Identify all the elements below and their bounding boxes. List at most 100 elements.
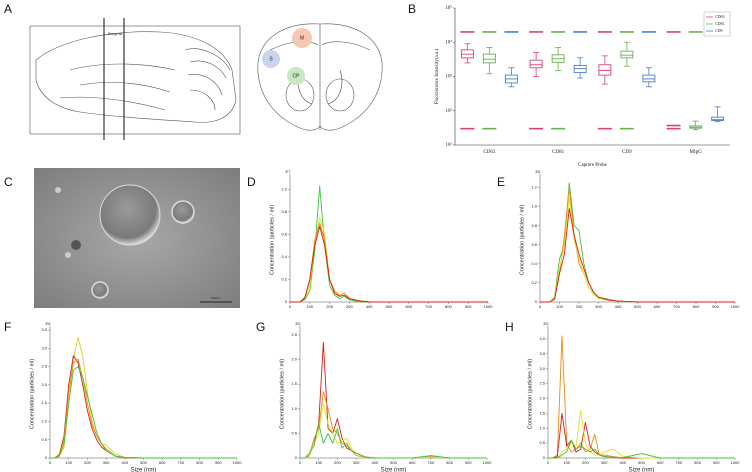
x-tick-label: 900 — [712, 304, 719, 309]
x-tick-label: 800 — [196, 460, 203, 465]
x-tick-label: 100 — [556, 304, 563, 309]
x-tick-label: 700 — [178, 460, 185, 465]
scale-bar-label: 500nm — [211, 296, 221, 300]
x-tick-label: 800 — [446, 460, 453, 465]
series-line — [290, 226, 488, 303]
x-tick-label: CD9 — [622, 150, 632, 155]
panel-label: F — [4, 320, 11, 334]
x-tick-label: 100 — [65, 460, 72, 465]
x-tick-label: 1000 — [731, 460, 741, 465]
region-label: CP — [293, 73, 301, 79]
exponent-label: E6 — [536, 169, 542, 174]
y-tick-label: 2.0 — [41, 382, 47, 387]
region-label: S — [269, 56, 273, 62]
exponent-label: E5 — [296, 321, 302, 326]
series-line — [300, 403, 487, 459]
box — [598, 64, 612, 76]
legend-label: CD81 — [715, 21, 725, 26]
series-line — [300, 423, 487, 459]
x-tick-label: 400 — [615, 304, 622, 309]
y-tick-label: 2.0 — [291, 357, 297, 362]
x-tick-label: 500 — [140, 460, 147, 465]
x-tick-label: 300 — [353, 460, 360, 465]
x-tick-label: 400 — [619, 460, 626, 465]
series-line — [548, 439, 735, 459]
x-tick-label: 900 — [465, 304, 472, 309]
x-tick-label: 300 — [103, 460, 110, 465]
x-tick-label: 1000 — [484, 304, 494, 309]
x-tick-label: 0 — [539, 304, 542, 309]
x-tick-label: 200 — [576, 304, 583, 309]
x-tick-label: 0 — [547, 460, 550, 465]
y-tick-label: 0.4 — [531, 261, 537, 266]
x-tick-label: 400 — [121, 460, 128, 465]
y-tick-label: 0.4 — [281, 254, 287, 259]
y-tick-label: 0.5 — [539, 440, 545, 445]
x-tick-label: 1000 — [233, 460, 243, 465]
y-axis-label: Concentration (particles / ml) — [527, 359, 533, 429]
series-line — [290, 217, 488, 303]
x-tick-label: 0 — [289, 304, 292, 309]
sagittal-diagram: Bregma — [29, 18, 241, 140]
x-tick-label: 0 — [299, 460, 302, 465]
y-tick-label: 1.5 — [539, 410, 545, 415]
y-tick-label: 2.5 — [539, 381, 545, 386]
y-tick-label: 0.5 — [41, 437, 47, 442]
y-tick-label: 1.2 — [531, 185, 537, 190]
y-tick-label: 2.5 — [291, 332, 297, 337]
y-tick-label: 3.5 — [41, 327, 47, 332]
y-tick-label: 3.0 — [539, 366, 545, 371]
series-line — [290, 222, 488, 303]
y-tick-label: 10² — [446, 108, 453, 114]
x-tick-label: 700 — [673, 304, 680, 309]
y-tick-label: 3.5 — [539, 351, 545, 356]
y-tick-label: 10³ — [446, 74, 453, 80]
y-axis-label: Concentration (particles / ml) — [279, 359, 285, 429]
coronal-diagram: M S CP — [257, 23, 383, 131]
x-axis-label: Size (nm) — [131, 468, 157, 472]
series-line — [548, 412, 735, 459]
x-tick-label: 600 — [405, 304, 412, 309]
series-line — [50, 336, 237, 459]
x-tick-label: 600 — [159, 460, 166, 465]
box — [711, 116, 725, 121]
y-tick-label: 10⁵ — [445, 5, 452, 11]
y-tick-label: 0.2 — [281, 277, 287, 282]
y-tick-label: 0 — [295, 455, 298, 460]
x-tick-label: 300 — [601, 460, 608, 465]
x-tick-label: 500 — [634, 304, 641, 309]
x-tick-label: 500 — [638, 460, 645, 465]
y-axis-label: Fluorescence Intensity(a.u.) — [435, 48, 440, 104]
exponent-label: E7 — [286, 169, 292, 174]
series-line — [50, 366, 237, 459]
x-tick-label: 0 — [49, 460, 52, 465]
series-line — [300, 341, 487, 459]
panel-label: B — [408, 2, 416, 16]
y-tick-label: 1.0 — [531, 204, 537, 209]
y-axis-label: Concentration (particles / ml) — [29, 359, 35, 429]
x-tick-label: 900 — [713, 460, 720, 465]
x-tick-label: 900 — [215, 460, 222, 465]
series-line — [290, 185, 488, 303]
series-line — [540, 196, 735, 303]
x-tick-label: 500 — [390, 460, 397, 465]
x-tick-label: 700 — [425, 304, 432, 309]
box — [642, 74, 656, 83]
x-tick-label: 700 — [676, 460, 683, 465]
x-axis-label: Capture Probe — [578, 163, 608, 168]
legend-label: CD9 — [715, 28, 723, 33]
box — [529, 59, 543, 69]
y-tick-label: 1.5 — [41, 400, 47, 405]
series-line — [50, 355, 237, 459]
y-tick-label: 10¹ — [446, 142, 453, 148]
bregma-label: Bregma — [108, 31, 123, 36]
panel-label: C — [4, 175, 13, 189]
y-tick-label: 0.5 — [291, 430, 297, 435]
x-tick-label: 100 — [563, 460, 570, 465]
y-tick-label: 4.0 — [539, 336, 545, 341]
y-tick-label: 3.0 — [41, 345, 47, 350]
y-tick-label: 1.0 — [281, 186, 287, 191]
panel-label: G — [256, 320, 265, 334]
series-line — [540, 208, 735, 303]
x-tick-label: 900 — [465, 460, 472, 465]
